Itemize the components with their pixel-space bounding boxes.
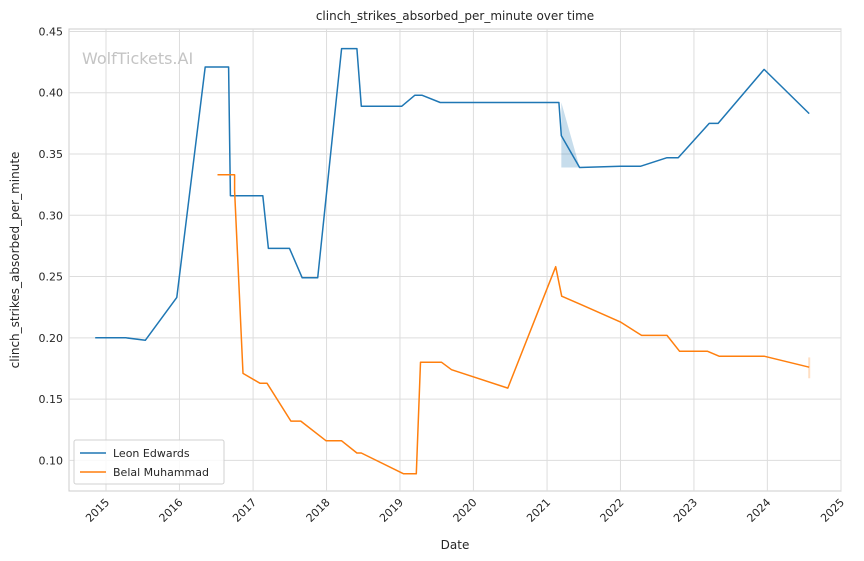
y-tick-label-0.25: 0.25 [39,271,64,284]
plot-area [68,28,842,492]
legend-label-leon-edwards: Leon Edwards [113,447,190,460]
y-axis-label: clinch_strikes_absorbed_per_minute [8,152,22,369]
y-tick-label-0.15: 0.15 [39,393,64,406]
y-tick-label-0.20: 0.20 [39,332,64,345]
band-leon-edwards [561,102,580,168]
y-tick-label-0.10: 0.10 [39,454,64,467]
y-tick-label-0.30: 0.30 [39,209,64,222]
y-axis-ticks: 0.10 0.15 0.20 0.25 0.30 0.35 0.40 0.45 [39,25,64,467]
watermark: WolfTickets.AI [82,49,193,68]
series-line-leon-edwards [95,47,810,342]
legend-box [73,439,225,485]
y-tick-label-0.40: 0.40 [39,87,64,100]
series-line-belal-muhammad [217,174,810,475]
grid-lines [69,29,842,491]
legend-label-belal-muhammad: Belal Muhammad [113,466,209,479]
legend: Leon Edwards Belal Muhammad [73,439,225,485]
y-tick-label-0.35: 0.35 [39,148,64,161]
confidence-bands [561,102,811,379]
x-axis-label: Date [441,538,470,552]
series-lines [95,47,810,475]
chart-title: clinch_strikes_absorbed_per_minute over … [316,9,594,23]
y-tick-label-0.45: 0.45 [39,25,64,38]
